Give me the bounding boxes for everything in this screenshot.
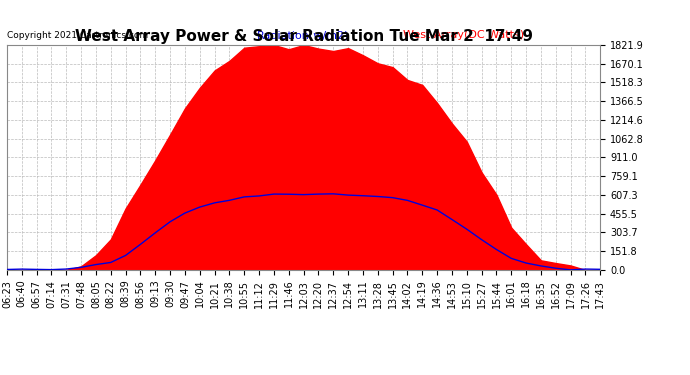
Text: West Array(DC Watts): West Array(DC Watts): [403, 30, 524, 40]
Text: Copyright 2021 Cartronics.com: Copyright 2021 Cartronics.com: [7, 32, 148, 40]
Title: West Array Power & Solar Radiation Tue Mar 2  17:49: West Array Power & Solar Radiation Tue M…: [75, 29, 533, 44]
Text: Radiation(w/m2): Radiation(w/m2): [257, 30, 350, 40]
